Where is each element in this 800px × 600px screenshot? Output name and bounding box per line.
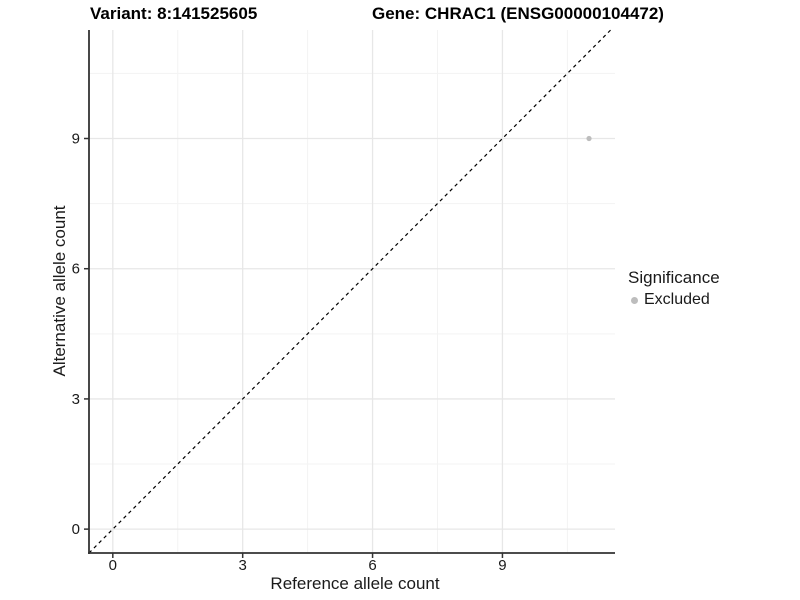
legend: Significance Excluded (628, 268, 720, 309)
y-tick-label: 0 (72, 521, 80, 538)
y-tick-label: 6 (72, 261, 80, 278)
identity-line (88, 29, 612, 554)
y-tick-label: 9 (72, 131, 80, 148)
legend-item-excluded: Excluded (631, 291, 720, 309)
plot-title-variant: Variant: 8:141525605 (90, 4, 258, 23)
y-tick-label: 3 (72, 391, 80, 408)
excluded-marker-icon (631, 296, 638, 304)
x-tick-label: 0 (109, 557, 117, 574)
data-point (586, 135, 592, 142)
x-axis-title: Reference allele count (270, 574, 440, 593)
legend-title: Significance (628, 268, 720, 287)
x-tick-label: 6 (368, 557, 376, 574)
y-axis-title: Alternative allele count (50, 205, 69, 377)
x-tick-label: 3 (239, 557, 247, 574)
x-tick-label: 9 (498, 557, 506, 574)
plot-title-gene: Gene: CHRAC1 (ENSG00000104472) (372, 4, 664, 23)
legend-item-label: Excluded (644, 291, 710, 308)
